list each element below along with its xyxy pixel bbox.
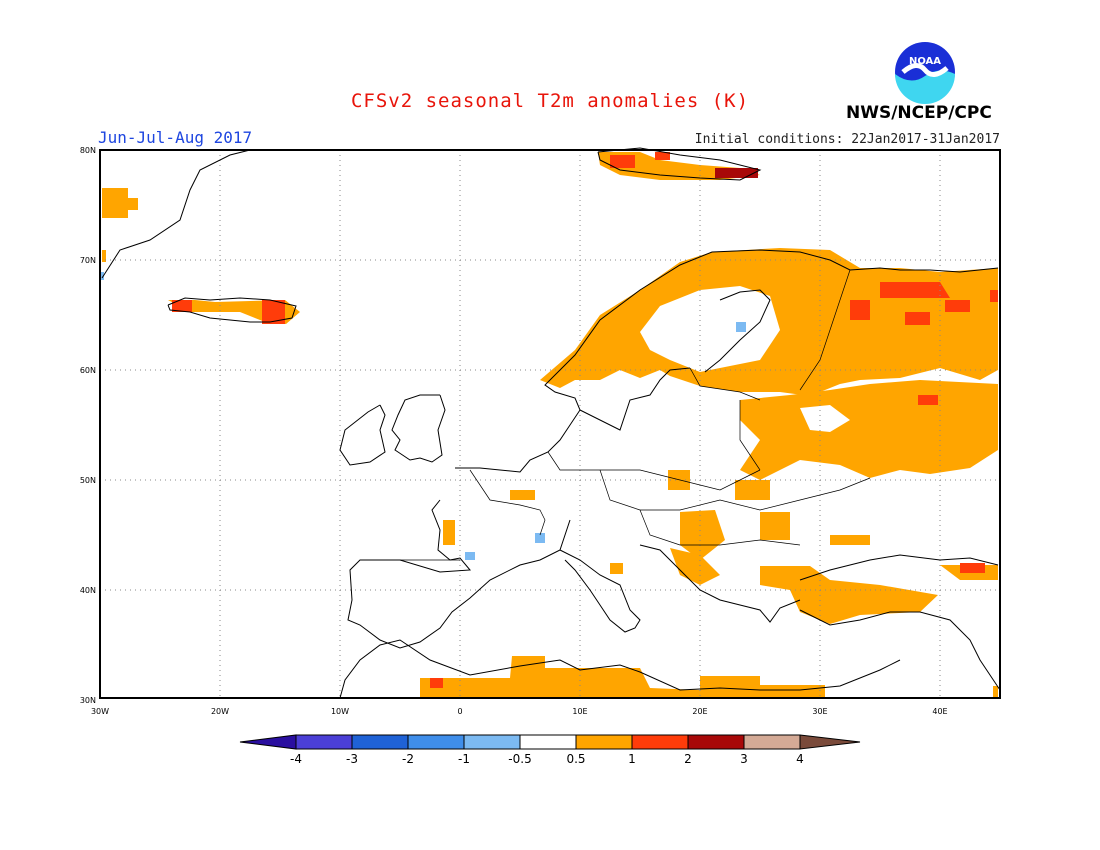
lat-label: 40N: [80, 586, 96, 595]
colorbar-bin: [351, 734, 409, 750]
colorbar-label: -3: [346, 752, 358, 766]
colorbar-bin: [407, 734, 465, 750]
lat-label: 70N: [80, 256, 96, 265]
agency-label: NWS/NCEP/CPC: [846, 103, 992, 123]
lon-axis: 30W 20W 10W 0 10E 20E 30E 40E: [91, 707, 948, 716]
graticule: [100, 150, 1000, 698]
colorbar-label: 3: [740, 752, 748, 766]
lat-label: 50N: [80, 476, 96, 485]
lat-axis: 30N 40N 50N 60N 70N 80N: [80, 146, 96, 705]
colorbar: [239, 734, 861, 750]
initial-conditions-label: Initial conditions: 22Jan2017-31Jan2017: [694, 132, 1000, 147]
colorbar-bin: [463, 734, 521, 750]
colorbar-label: -2: [402, 752, 414, 766]
lon-label: 20W: [211, 707, 229, 716]
colorbar-label: -0.5: [508, 752, 532, 766]
noaa-logo: NOAA: [895, 42, 955, 104]
colorbar-label: 0.5: [566, 752, 586, 766]
lon-label: 30E: [812, 707, 827, 716]
lon-label: 40E: [932, 707, 947, 716]
colorbar-label: 2: [684, 752, 692, 766]
colorbar-bin: [575, 734, 633, 750]
logo-text: NOAA: [909, 56, 941, 67]
lon-label: 0: [457, 707, 462, 716]
colorbar-label: -1: [458, 752, 470, 766]
colorbar-bin: [519, 734, 577, 750]
lon-label: 10W: [331, 707, 349, 716]
colorbar-label: 1: [628, 752, 636, 766]
colorbar-bin: [743, 734, 801, 750]
anomaly-fills: [100, 152, 998, 698]
lon-label: 30W: [91, 707, 109, 716]
colorbar-arrow-high: [799, 734, 861, 750]
lat-label: 30N: [80, 696, 96, 705]
season-label: Jun-Jul-Aug 2017: [98, 128, 253, 147]
coastlines: [101, 147, 1001, 699]
colorbar-label: -4: [290, 752, 302, 766]
colorbar-bin: [295, 734, 353, 750]
colorbar-arrow-low: [239, 734, 297, 750]
lon-label: 10E: [572, 707, 587, 716]
lat-label: 60N: [80, 366, 96, 375]
colorbar-bin: [687, 734, 745, 750]
colorbar-label: 4: [796, 752, 804, 766]
borders: [400, 269, 871, 561]
lat-label: 80N: [80, 146, 96, 155]
lon-label: 20E: [692, 707, 707, 716]
map-title: CFSv2 seasonal T2m anomalies (K): [350, 90, 750, 112]
map-frame: [99, 149, 1001, 699]
colorbar-bin: [631, 734, 689, 750]
